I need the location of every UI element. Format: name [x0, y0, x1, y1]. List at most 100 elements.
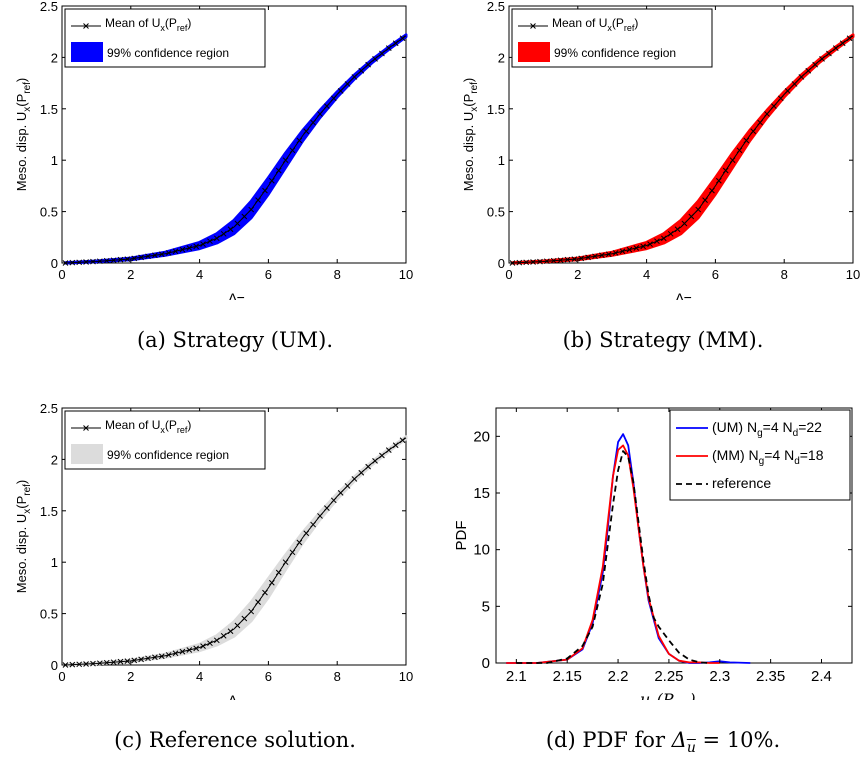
- y-tick-label: 0.5: [40, 205, 58, 220]
- mean-marker: [90, 660, 96, 667]
- mean-marker: [213, 637, 220, 644]
- mean-marker: [262, 187, 268, 194]
- text-part: ref: [177, 425, 188, 435]
- mean-marker: [351, 476, 358, 482]
- text-part: Meso. disp. U: [14, 112, 29, 191]
- mean-marker: [83, 661, 89, 667]
- mean-marker: [158, 653, 165, 660]
- text-part: ): [187, 16, 191, 30]
- mean-marker: [846, 35, 853, 42]
- text-part: (P: [461, 94, 476, 107]
- mean-marker: [743, 137, 750, 144]
- mean-marker: [516, 259, 523, 266]
- x-tick-label: 6: [265, 669, 272, 684]
- text-part: ref: [22, 484, 33, 496]
- x-tick-label: 6: [265, 267, 272, 282]
- mean-marker: [96, 258, 103, 265]
- legend-band-swatch: [71, 444, 103, 464]
- x-tick-label: 2.25: [654, 668, 683, 685]
- confidence-band: [510, 33, 855, 265]
- mean-marker: [317, 513, 323, 519]
- text-part: ): [688, 690, 695, 700]
- mean-marker: [660, 235, 667, 242]
- mean-marker: [303, 530, 310, 537]
- mean-marker: [826, 50, 832, 57]
- y-tick-label: 0: [482, 655, 490, 672]
- mean-marker: [234, 622, 241, 629]
- text-part: reference: [712, 475, 771, 491]
- caption-d-delta: Δu: [672, 728, 696, 756]
- mean-marker: [379, 50, 385, 57]
- y-tick-label: 1: [498, 153, 505, 168]
- legend-band-label: 99% confidence region: [107, 46, 229, 60]
- mean-marker: [564, 256, 571, 263]
- confidence-band: [63, 33, 408, 265]
- text-part: x: [22, 107, 33, 112]
- legend: Mean of Ux(Pref) 99% confidence region: [64, 8, 266, 68]
- mean-marker: [186, 245, 193, 251]
- mean-marker: [241, 615, 248, 622]
- text-part: =4 N: [764, 447, 794, 463]
- x-tick-label: 2.3: [709, 668, 730, 685]
- mean-marker: [289, 147, 296, 154]
- mean-marker: [165, 652, 172, 658]
- mean-marker: [207, 238, 213, 245]
- mean-marker: [571, 256, 578, 262]
- y-tick-label: 2.5: [40, 401, 58, 416]
- x-tick-label: 0: [58, 669, 65, 684]
- mean-marker: [193, 243, 200, 250]
- y-axis-label: Meso. disp. Ux(Pref): [461, 78, 480, 192]
- mean-marker: [213, 235, 220, 242]
- mean-marker: [722, 167, 729, 174]
- legend: Mean of Ux(Pref) 99% confidence region: [511, 8, 713, 68]
- mean-marker: [220, 632, 227, 639]
- y-axis-label: Meso. disp. Ux(Pref): [14, 480, 33, 594]
- y-tick-label: 0: [51, 256, 58, 271]
- mean-marker: [138, 656, 144, 663]
- text-part: =4 N: [763, 419, 793, 435]
- mean-marker: [234, 220, 241, 227]
- x-tick-label: 2: [127, 669, 134, 684]
- mean-marker: [337, 490, 344, 496]
- mean-marker: [200, 643, 206, 649]
- mean-marker: [172, 650, 179, 657]
- mean-marker: [227, 226, 234, 233]
- mean-marker: [365, 463, 372, 470]
- text-part: =22: [798, 419, 822, 435]
- mean-marker: [681, 220, 688, 227]
- text-part: x: [469, 107, 480, 112]
- y-tick-label: 1: [51, 555, 58, 570]
- x-axis-label: ux(Pref): [640, 690, 696, 700]
- caption-d-delta-sub: u: [686, 740, 696, 757]
- y-tick-label: 0.5: [487, 205, 505, 220]
- x-axis-label: Δu: [228, 290, 244, 300]
- mean-marker: [152, 252, 158, 259]
- text-part: u: [237, 298, 244, 300]
- legend-mean-marker: [83, 425, 89, 431]
- mean-marker: [220, 230, 227, 237]
- y-axis-label: PDF: [453, 521, 470, 551]
- text-part: g: [759, 456, 765, 467]
- x-tick-label: 2.1: [506, 668, 527, 685]
- caption-d-suffix: = 10%.: [695, 728, 781, 752]
- mean-marker: [715, 177, 722, 184]
- mean-marker: [798, 74, 805, 80]
- mean-marker: [282, 559, 289, 566]
- mean-marker: [399, 35, 406, 42]
- x-tick-label: 6: [712, 267, 719, 282]
- legend-mean-label: Mean of Ux(Pref): [552, 16, 638, 33]
- text-part: (P: [14, 94, 29, 107]
- y-tick-label: 2.5: [487, 0, 505, 14]
- x-tick-label: 8: [334, 669, 341, 684]
- legend-mean-label: Mean of Ux(Pref): [105, 418, 191, 435]
- mean-marker: [585, 254, 591, 261]
- mean-marker: [543, 258, 550, 265]
- mean-marker: [337, 88, 344, 94]
- mean-marker: [695, 206, 702, 213]
- mean-marker: [179, 648, 186, 655]
- y-tick-label: 1.5: [40, 102, 58, 117]
- mean-marker: [145, 655, 151, 662]
